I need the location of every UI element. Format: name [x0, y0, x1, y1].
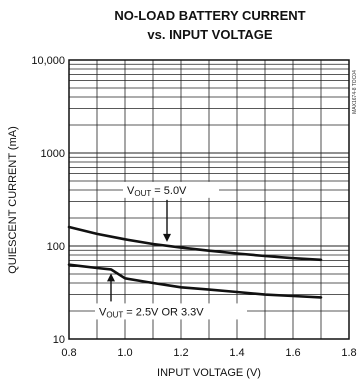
x-tick-label: 1.6 [285, 347, 300, 359]
annotations: VOUT = 5.0V VOUT = 2.5V OR 3.3V [95, 181, 247, 320]
x-tick-labels: 0.8 1.0 1.2 1.4 1.6 1.8 [61, 347, 356, 359]
y-tick-label: 10 [53, 334, 65, 346]
series-line-1 [67, 225, 323, 262]
annotation-label: VOUT = 5.0V [127, 185, 187, 198]
series-line-2 [67, 263, 323, 299]
annotation-arrow-head [107, 273, 115, 282]
annotation-background [123, 181, 219, 198]
grid [69, 59, 349, 339]
x-tick-label: 1.4 [229, 347, 244, 359]
series-group [67, 225, 323, 299]
y-tick-labels: 10 100 1000 10,000 [31, 55, 65, 346]
chart-title-line-1: NO-LOAD BATTERY CURRENT [114, 8, 305, 23]
x-tick-label: 1.2 [173, 347, 188, 359]
annotation-background [95, 303, 247, 320]
annotation-arrow-head [163, 233, 171, 242]
y-tick-label: 100 [47, 241, 65, 253]
y-tick-label: 10,000 [31, 55, 65, 67]
chart-title-line-2: vs. INPUT VOLTAGE [147, 27, 273, 42]
x-tick-label: 0.8 [61, 347, 76, 359]
y-tick-label: 1000 [41, 148, 65, 160]
annotation-label: VOUT = 2.5V OR 3.3V [99, 306, 204, 319]
y-axis-label: QUIESCENT CURRENT (mA) [7, 126, 19, 274]
side-note: MAX1674-8 TOC04 [352, 70, 358, 114]
x-tick-label: 1.8 [341, 347, 356, 359]
plot-frame [68, 59, 350, 340]
x-tick-label: 1.0 [117, 347, 132, 359]
x-axis-label: INPUT VOLTAGE (V) [157, 367, 261, 379]
